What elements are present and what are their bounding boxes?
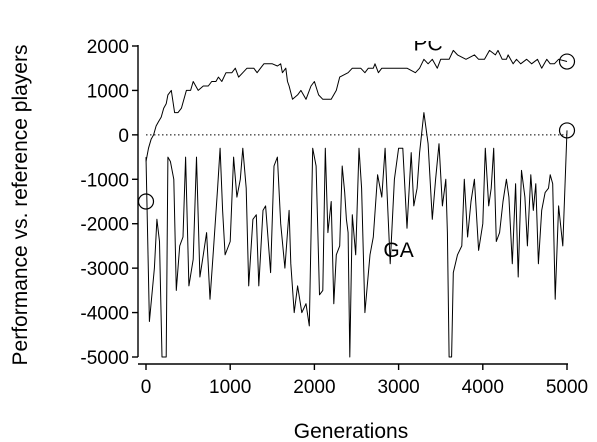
series-line-pc — [145, 49, 568, 162]
y-tick-label: 2000 — [87, 37, 129, 58]
y-axis-title: Performance vs. reference players — [9, 45, 32, 366]
x-tick-label: 1000 — [209, 377, 251, 398]
circle-marker-pc-0 — [558, 53, 576, 70]
axes: 2000 1000 0 -1000 -2000 -3000 -4000 -5000 0 1000 2… — [80, 37, 588, 398]
x-axis-title: Generations — [294, 420, 408, 442]
y-tick-label: -3000 — [80, 259, 129, 280]
series-label-ga: GA — [383, 239, 413, 262]
y-tick-label: 0 — [118, 126, 129, 147]
y-tick-label: -1000 — [80, 170, 129, 191]
circle-marker-ga-1 — [558, 122, 576, 139]
x-tick-label: 0 — [141, 377, 152, 398]
x-tick-label: 4000 — [462, 377, 504, 398]
y-tick-label: -2000 — [80, 215, 129, 236]
y-tick-label: -4000 — [80, 304, 129, 325]
x-tick-label: 3000 — [377, 377, 419, 398]
x-tick-label: 5000 — [546, 377, 588, 398]
series-label-pc: PC — [413, 32, 442, 55]
series-line-ga — [145, 112, 568, 358]
y-tick-label: -5000 — [80, 348, 129, 369]
plot-area: PC GA — [138, 32, 576, 358]
x-tick-label: 2000 — [293, 377, 335, 398]
circle-marker-ga-2 — [138, 193, 155, 210]
y-tick-label: 1000 — [87, 81, 129, 102]
